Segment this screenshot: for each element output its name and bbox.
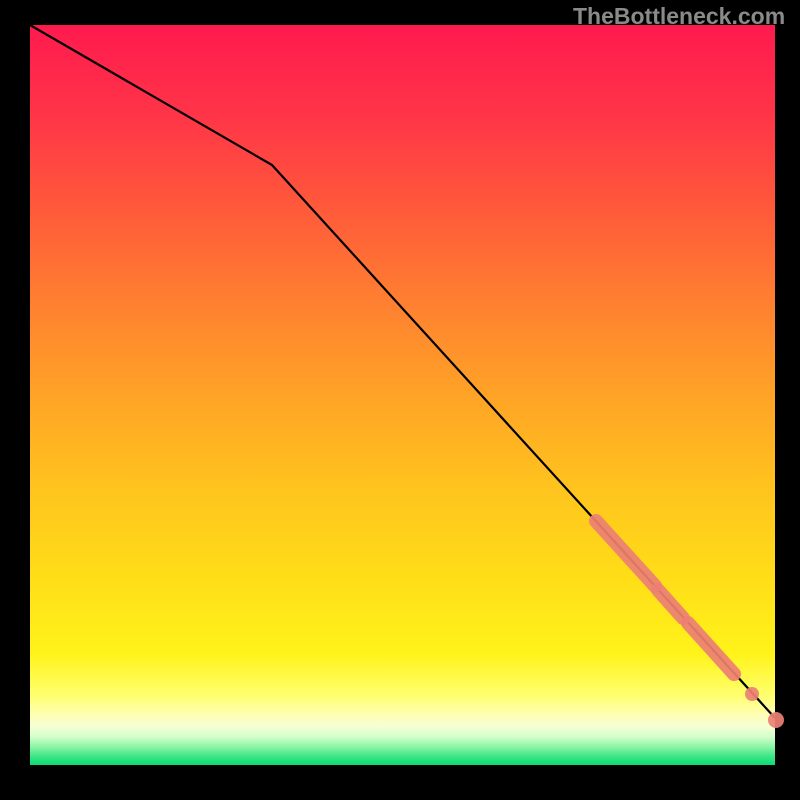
watermark-text: TheBottleneck.com xyxy=(573,3,785,30)
marker-dot xyxy=(745,687,759,701)
chart-container: TheBottleneck.com xyxy=(0,0,800,800)
marker-dot xyxy=(768,712,784,728)
chart-svg xyxy=(0,0,800,800)
plot-background xyxy=(30,25,775,765)
